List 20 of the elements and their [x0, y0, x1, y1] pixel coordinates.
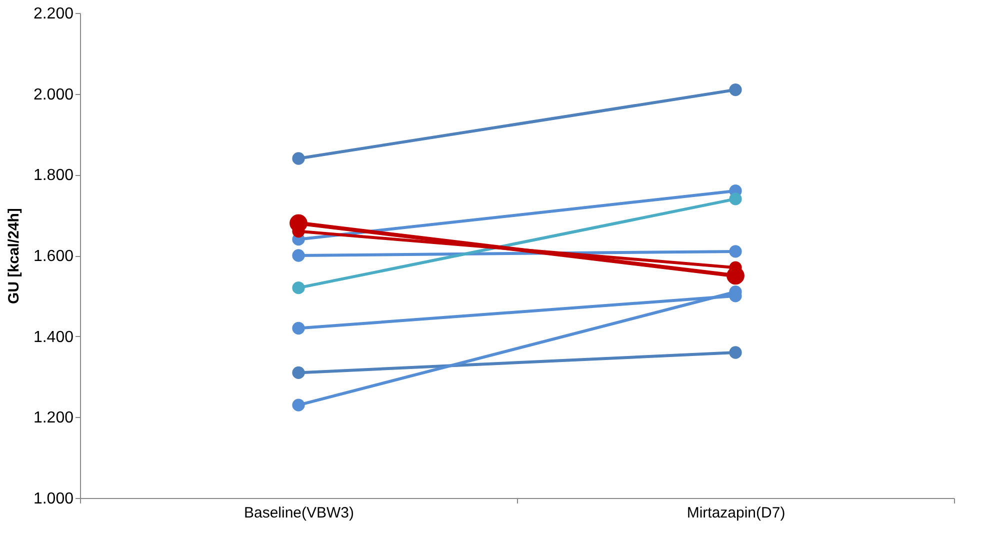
- point: [292, 282, 305, 294]
- y-tick-label: 1.000: [33, 490, 74, 508]
- y-tick-label: 1.400: [33, 328, 74, 346]
- point: [292, 366, 305, 380]
- x-tick-label: Mirtazapin(D7): [686, 504, 786, 522]
- point: [729, 346, 742, 359]
- point: [292, 249, 305, 262]
- point: [292, 398, 305, 412]
- point: [729, 192, 742, 206]
- point: [729, 83, 742, 96]
- point: [729, 245, 742, 258]
- y-tick-label: 1.600: [33, 248, 74, 265]
- y-axis-title: GU [kcal/24h]: [5, 208, 22, 304]
- y-tick-label: 1.800: [33, 167, 74, 184]
- x-tick-label: Baseline(VBW3): [244, 504, 354, 522]
- y-tick-label: 2.200: [33, 6, 74, 22]
- y-tick-label: 2.000: [33, 86, 74, 104]
- point: [292, 152, 305, 165]
- point: [292, 322, 305, 335]
- y-tick-label: 1.200: [33, 410, 74, 427]
